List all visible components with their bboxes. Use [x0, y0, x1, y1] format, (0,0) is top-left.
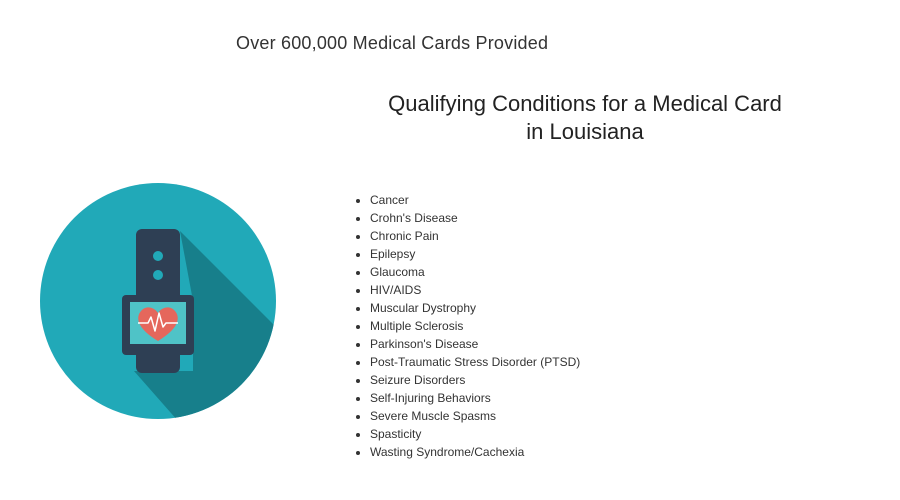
heart-shape — [138, 307, 178, 341]
strap-hole — [153, 251, 163, 261]
tagline: Over 600,000 Medical Cards Provided — [236, 33, 549, 53]
smartwatch-heart-icon — [38, 181, 278, 421]
pulse-line — [138, 312, 178, 332]
list-item: Cancer — [370, 191, 580, 209]
conditions-list: CancerCrohn's DiseaseChronic PainEpileps… — [352, 191, 580, 461]
list-item: Parkinson's Disease — [370, 335, 580, 353]
page-title-line-2: in Louisiana — [526, 119, 644, 144]
list-item: Multiple Sclerosis — [370, 317, 580, 335]
page-title: Qualifying Conditions for a Medical Card… — [345, 90, 825, 146]
list-item: Muscular Dystrophy — [370, 299, 580, 317]
list-item: Crohn's Disease — [370, 209, 580, 227]
list-item: Seizure Disorders — [370, 371, 580, 389]
list-item: Chronic Pain — [370, 227, 580, 245]
list-item: Spasticity — [370, 425, 580, 443]
strap-hole — [153, 270, 163, 280]
illustration-shadow — [134, 231, 276, 419]
list-item: Wasting Syndrome/Cachexia — [370, 443, 580, 461]
list-item: Severe Muscle Spasms — [370, 407, 580, 425]
page-title-line-1: Qualifying Conditions for a Medical Card — [388, 91, 782, 116]
list-item: Glaucoma — [370, 263, 580, 281]
list-item: Self-Injuring Behaviors — [370, 389, 580, 407]
list-item: Epilepsy — [370, 245, 580, 263]
list-item: Post-Traumatic Stress Disorder (PTSD) — [370, 353, 580, 371]
list-item: HIV/AIDS — [370, 281, 580, 299]
